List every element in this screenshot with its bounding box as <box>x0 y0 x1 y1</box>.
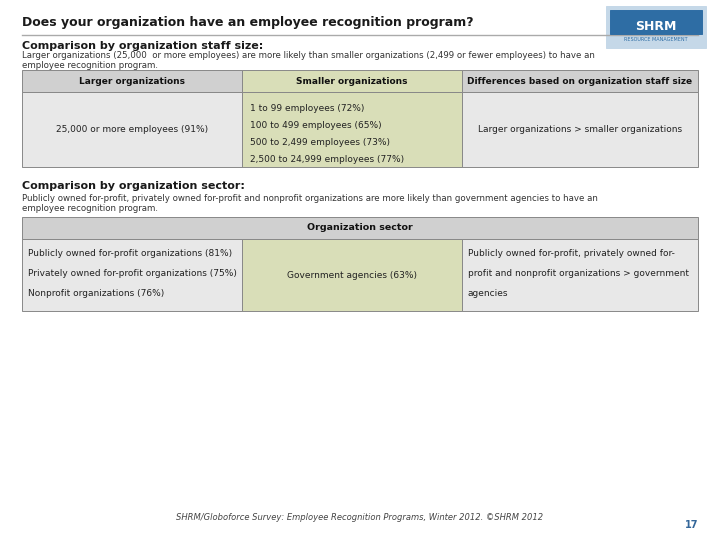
Text: SHRM: SHRM <box>635 19 677 32</box>
Text: Government agencies (63%): Government agencies (63%) <box>287 271 417 280</box>
Text: agencies: agencies <box>468 289 508 298</box>
Bar <box>610 10 702 34</box>
Text: Larger organizations > smaller organizations: Larger organizations > smaller organizat… <box>478 125 682 134</box>
Text: Differences based on organization staff size: Differences based on organization staff … <box>467 77 693 85</box>
Text: Larger organizations (25,000  or more employees) are more likely than smaller or: Larger organizations (25,000 or more emp… <box>22 51 595 70</box>
Text: Comparison by organization staff size:: Comparison by organization staff size: <box>22 41 264 51</box>
Bar <box>242 70 462 92</box>
Text: Nonprofit organizations (76%): Nonprofit organizations (76%) <box>28 289 164 298</box>
Text: Organization sector: Organization sector <box>307 224 413 233</box>
Text: 17: 17 <box>685 520 698 530</box>
Text: Smaller organizations: Smaller organizations <box>296 77 408 85</box>
Text: Privately owned for-profit organizations (75%): Privately owned for-profit organizations… <box>28 269 237 278</box>
Text: Publicly owned for-profit, privately owned for-profit and nonprofit organization: Publicly owned for-profit, privately own… <box>22 194 598 213</box>
Text: 2,500 to 24,999 employees (77%): 2,500 to 24,999 employees (77%) <box>250 155 404 164</box>
Text: 500 to 2,499 employees (73%): 500 to 2,499 employees (73%) <box>250 138 390 147</box>
Text: Does your organization have an employee recognition program?: Does your organization have an employee … <box>22 16 474 29</box>
Bar <box>22 239 242 311</box>
Text: 25,000 or more employees (91%): 25,000 or more employees (91%) <box>56 125 208 134</box>
Text: 100 to 499 employees (65%): 100 to 499 employees (65%) <box>250 121 382 130</box>
Text: SHRM/Globoforce Survey: Employee Recognition Programs, Winter 2012. ©SHRM 2012: SHRM/Globoforce Survey: Employee Recogni… <box>176 513 544 522</box>
Bar <box>242 92 462 167</box>
Bar <box>242 239 462 311</box>
Bar <box>22 217 698 239</box>
Bar <box>22 70 242 92</box>
Text: SOCIETY FOR HUMAN
RESOURCE MANAGEMENT: SOCIETY FOR HUMAN RESOURCE MANAGEMENT <box>624 31 688 42</box>
Bar <box>606 6 706 48</box>
Text: Larger organizations: Larger organizations <box>79 77 185 85</box>
Bar <box>462 70 698 92</box>
Text: profit and nonprofit organizations > government: profit and nonprofit organizations > gov… <box>468 269 689 278</box>
Text: Publicly owned for-profit organizations (81%): Publicly owned for-profit organizations … <box>28 249 232 258</box>
Text: 1 to 99 employees (72%): 1 to 99 employees (72%) <box>250 104 364 113</box>
Text: Publicly owned for-profit, privately owned for-: Publicly owned for-profit, privately own… <box>468 249 675 258</box>
Bar <box>462 92 698 167</box>
Bar <box>22 92 242 167</box>
Bar <box>462 239 698 311</box>
Text: Comparison by organization sector:: Comparison by organization sector: <box>22 181 245 191</box>
